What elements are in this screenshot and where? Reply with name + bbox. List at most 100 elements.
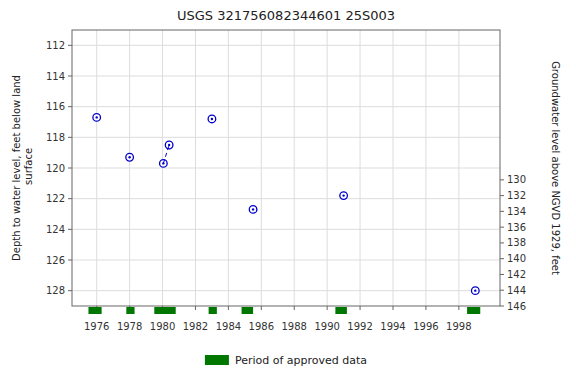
y2-axis-label: Groundwater level above NGVD 1929, feet — [550, 61, 561, 275]
y-tick — [68, 290, 72, 291]
y-tick — [68, 45, 72, 46]
y-tick-label: 116 — [46, 101, 65, 112]
y2-tick — [500, 242, 504, 243]
data-point — [93, 114, 101, 122]
y2-tick-label: 136 — [507, 222, 526, 233]
y2-tick — [500, 290, 504, 291]
point-dot — [128, 156, 130, 158]
y-tick — [68, 76, 72, 77]
data-point — [249, 206, 257, 214]
point-ring — [249, 206, 257, 214]
plot-frame — [72, 30, 500, 306]
point-dot — [252, 208, 254, 210]
point-ring — [126, 153, 134, 161]
point-dot — [211, 118, 213, 120]
data-point — [208, 115, 216, 123]
approved-bar — [467, 307, 480, 314]
y-grid-line — [72, 260, 500, 261]
y-grid-line — [72, 106, 500, 107]
y2-tick — [500, 274, 504, 275]
x-tick-label: 1990 — [314, 321, 339, 332]
x-tick-label: 1976 — [84, 321, 109, 332]
y-grid-line — [72, 76, 500, 77]
grid — [72, 30, 500, 306]
axes: 1976197819801982198419861988199019921994… — [46, 40, 526, 332]
x-tick-label: 1984 — [216, 321, 241, 332]
x-tick-label: 1994 — [380, 321, 405, 332]
legend-label: Period of approved data — [235, 354, 367, 367]
y2-tick-label: 140 — [507, 253, 526, 264]
x-tick-label: 1980 — [150, 321, 175, 332]
legend-swatch — [205, 355, 229, 365]
approved-bar — [154, 307, 175, 314]
y2-tick — [500, 227, 504, 228]
approved-bar — [88, 307, 101, 314]
x-tick — [327, 306, 328, 310]
point-dot — [474, 289, 476, 291]
y2-tick-label: 132 — [507, 190, 526, 201]
data-point — [472, 287, 480, 295]
x-tick — [458, 306, 459, 310]
y-tick-label: 114 — [46, 71, 65, 82]
y-tick-label: 112 — [46, 40, 65, 51]
chart: 1976197819801982198419861988199019921994… — [0, 0, 576, 384]
x-tick-label: 1982 — [183, 321, 208, 332]
y2-tick — [500, 179, 504, 180]
data-point — [340, 192, 348, 200]
y-grid-line — [72, 198, 500, 199]
x-tick-label: 1992 — [347, 321, 372, 332]
y-tick-label: 122 — [46, 193, 65, 204]
y-tick — [68, 168, 72, 169]
point-ring — [93, 114, 101, 122]
x-tick-label: 1996 — [413, 321, 438, 332]
y2-tick-label: 134 — [507, 206, 526, 217]
y-tick — [68, 229, 72, 230]
approved-bar — [126, 307, 134, 314]
y-grid-line — [72, 45, 500, 46]
y-tick-label: 128 — [46, 285, 65, 296]
x-tick — [393, 306, 394, 310]
y-tick-label: 126 — [46, 255, 65, 266]
y2-tick-label: 130 — [507, 174, 526, 185]
approved-periods — [88, 307, 480, 314]
x-tick — [360, 306, 361, 310]
y2-tick-label: 138 — [507, 237, 526, 248]
y-tick — [68, 106, 72, 107]
data-marks — [93, 114, 479, 295]
approved-bar — [335, 307, 347, 314]
approved-bar — [209, 307, 217, 314]
y2-tick — [500, 306, 504, 307]
point-ring — [165, 141, 173, 149]
y-grid-line — [72, 229, 500, 230]
y2-tick — [500, 211, 504, 212]
point-ring — [472, 287, 480, 295]
y-tick-label: 120 — [46, 163, 65, 174]
x-tick — [294, 306, 295, 310]
y2-tick-label: 142 — [507, 269, 526, 280]
x-tick — [261, 306, 262, 310]
y-tick — [68, 260, 72, 261]
legend: Period of approved data — [205, 354, 367, 367]
y2-tick — [500, 195, 504, 196]
point-ring — [208, 115, 216, 123]
y-tick — [68, 198, 72, 199]
y-axis-label-line: Depth to water level, feet below land — [11, 75, 22, 261]
point-ring — [340, 192, 348, 200]
y-tick-label: 118 — [46, 132, 65, 143]
x-tick-label: 1978 — [117, 321, 142, 332]
y-grid-line — [72, 290, 500, 291]
y2-tick-label: 146 — [507, 301, 526, 312]
y2-tick — [500, 258, 504, 259]
y-grid-line — [72, 137, 500, 138]
point-dot — [95, 116, 97, 118]
background — [0, 0, 576, 384]
y-tick — [68, 137, 72, 138]
approved-bar — [242, 307, 254, 314]
x-tick-label: 1986 — [249, 321, 274, 332]
y-axis-label-line: surface — [23, 148, 34, 188]
x-tick — [195, 306, 196, 310]
title: USGS 321756082344601 25S003 — [177, 8, 395, 23]
x-tick — [228, 306, 229, 310]
x-tick — [425, 306, 426, 310]
y2-tick-label: 144 — [507, 285, 526, 296]
